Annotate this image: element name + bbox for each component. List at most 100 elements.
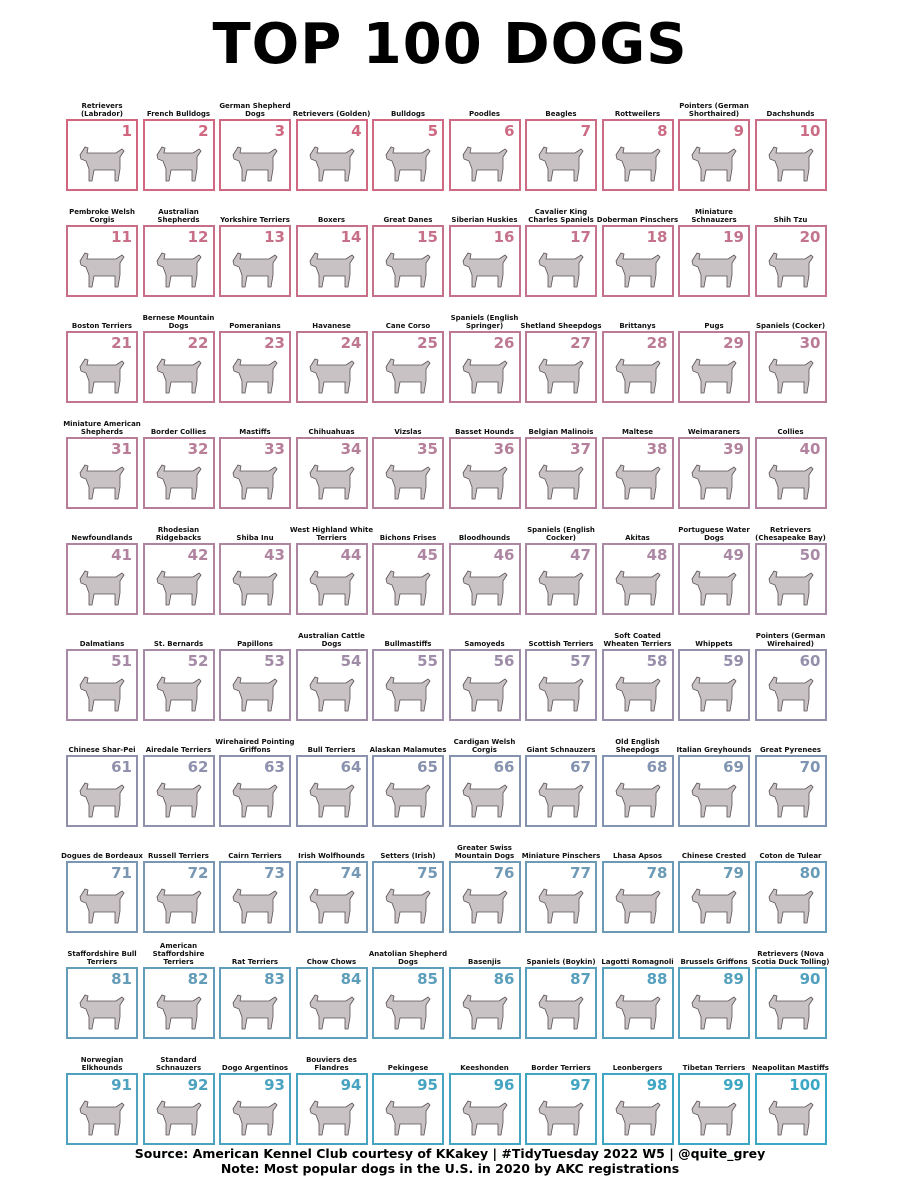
breed-frame: 97 xyxy=(525,1073,597,1145)
breed-frame: 96 xyxy=(448,1073,521,1145)
breed-name: Dalmatians xyxy=(79,640,125,648)
breed-frame: 35 xyxy=(372,437,444,509)
dog-illustration xyxy=(462,994,508,1030)
dog-illustration xyxy=(309,676,355,712)
breed-rank: 6 xyxy=(504,122,515,140)
breed-rank: 97 xyxy=(570,1076,591,1094)
breed-name: St. Bernards xyxy=(153,640,204,648)
breed-name: American Staffordshire Terriers xyxy=(152,942,205,966)
breed-name: Retrievers (Nova Scotia Duck Tolling) xyxy=(751,950,830,966)
note-caption: Note: Most popular dogs in the U.S. in 2… xyxy=(220,1161,680,1176)
breed-name: Havanese xyxy=(312,322,351,330)
breed-frame: 23 xyxy=(219,331,291,403)
breed-name: Standard Schnauzers xyxy=(155,1056,202,1072)
breed-name: Keeshonden xyxy=(460,1064,509,1072)
breed-rank: 84 xyxy=(340,970,362,988)
dog-illustration xyxy=(156,252,202,288)
dog-illustration xyxy=(538,464,584,500)
dog-illustration xyxy=(691,570,737,606)
breed-frame: 45 xyxy=(372,543,444,615)
dog-illustration xyxy=(385,358,431,394)
breed-name: Siberian Huskies xyxy=(451,216,518,224)
dog-illustration xyxy=(615,252,661,288)
breed-rank: 82 xyxy=(187,970,209,988)
dog-illustration xyxy=(691,1100,737,1136)
breed-name: Portuguese Water Dogs xyxy=(678,526,750,542)
breed-name: Shiba Inu xyxy=(236,534,274,542)
breed-rank: 52 xyxy=(187,652,209,670)
breed-rank: 24 xyxy=(340,334,362,352)
breed-name: Retrievers (Labrador) xyxy=(80,102,124,118)
breed-frame: 38 xyxy=(601,437,674,509)
breed-name: Spaniels (English Springer) xyxy=(450,314,519,330)
breed-rank: 80 xyxy=(799,864,821,882)
breed-name: Australian Shepherds xyxy=(157,208,200,224)
breed-frame: 47 xyxy=(525,543,597,615)
breed-name: Dogues de Bordeaux xyxy=(61,852,143,860)
breed-name: Whippets xyxy=(695,640,733,648)
breed-rank: 40 xyxy=(799,440,821,458)
dog-illustration xyxy=(232,570,278,606)
dog-illustration xyxy=(309,994,355,1030)
breed-name: Rat Terriers xyxy=(231,958,279,966)
breed-frame: 56 xyxy=(448,649,521,721)
breed-name: Chow Chows xyxy=(306,958,357,966)
breed-frame: 1 xyxy=(66,119,138,191)
dog-illustration xyxy=(768,358,814,394)
dog-illustration xyxy=(462,676,508,712)
breed-name: Pointers (German Wirehaired) xyxy=(755,632,826,648)
breed-name: Airedale Terriers xyxy=(145,746,212,754)
breed-rank: 77 xyxy=(570,864,591,882)
breed-name: Cardigan Welsh Corgis xyxy=(453,738,516,754)
breed-name: Collies xyxy=(777,428,804,436)
breed-name: Akitas xyxy=(625,534,650,542)
breed-frame: 99 xyxy=(678,1073,750,1145)
breed-frame: 67 xyxy=(525,755,597,827)
breed-rank: 59 xyxy=(723,652,744,670)
dog-illustration xyxy=(462,1100,508,1136)
breed-name: Lhasa Apsos xyxy=(612,852,663,860)
breed-rank: 54 xyxy=(340,652,362,670)
breed-frame: 32 xyxy=(142,437,215,509)
breed-frame: 10 xyxy=(754,119,827,191)
breed-name: West Highland White Terriers xyxy=(289,526,374,542)
dog-illustration xyxy=(768,888,814,924)
breed-rank: 34 xyxy=(340,440,362,458)
breed-frame: 27 xyxy=(525,331,597,403)
breed-frame: 98 xyxy=(601,1073,674,1145)
dog-illustration xyxy=(615,146,661,182)
breed-rank: 65 xyxy=(417,758,438,776)
breed-name: Russell Terriers xyxy=(148,852,209,860)
breed-frame: 82 xyxy=(142,967,215,1039)
breed-rank: 1 xyxy=(121,122,132,140)
dog-illustration xyxy=(538,782,584,818)
breed-rank: 62 xyxy=(187,758,209,776)
breed-name: Boxers xyxy=(317,216,346,224)
breed-frame: 28 xyxy=(601,331,674,403)
breed-frame: 70 xyxy=(754,755,827,827)
breed-rank: 95 xyxy=(417,1076,438,1094)
breed-frame: 16 xyxy=(448,225,521,297)
breed-rank: 57 xyxy=(570,652,591,670)
breed-name: Great Danes xyxy=(383,216,433,224)
breed-frame: 83 xyxy=(219,967,291,1039)
breed-frame: 25 xyxy=(372,331,444,403)
breed-frame: 65 xyxy=(372,755,444,827)
dog-illustration xyxy=(309,570,355,606)
breed-name: Cairn Terriers xyxy=(228,852,282,860)
breed-frame: 26 xyxy=(448,331,521,403)
breed-rank: 64 xyxy=(340,758,362,776)
breed-name: Bull Terriers xyxy=(307,746,356,754)
breed-name: Beagles xyxy=(545,110,577,118)
dog-illustration xyxy=(79,252,125,288)
breed-rank: 11 xyxy=(111,228,132,246)
breed-frame: 8 xyxy=(601,119,674,191)
breed-rank: 9 xyxy=(733,122,744,140)
dog-illustration xyxy=(691,888,737,924)
breed-frame: 59 xyxy=(678,649,750,721)
breed-rank: 76 xyxy=(493,864,515,882)
breed-rank: 44 xyxy=(340,546,362,564)
breed-rank: 73 xyxy=(264,864,285,882)
dog-illustration xyxy=(538,994,584,1030)
dog-illustration xyxy=(309,358,355,394)
